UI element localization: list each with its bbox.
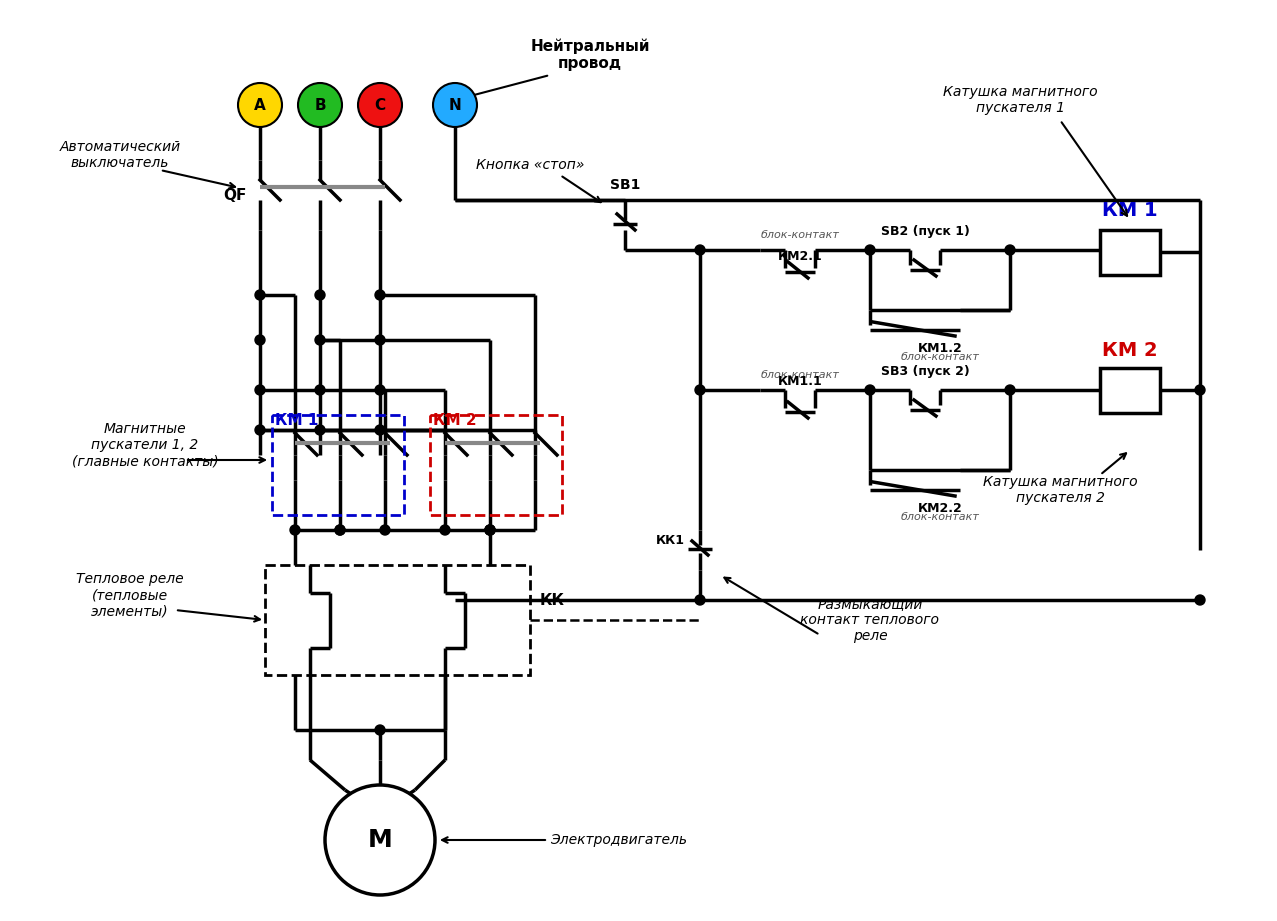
Text: Электродвигатель: Электродвигатель (550, 833, 687, 847)
Text: B: B (314, 98, 326, 112)
Text: КМ 2: КМ 2 (433, 413, 476, 428)
Circle shape (695, 245, 705, 255)
Text: КМ2.2: КМ2.2 (918, 502, 963, 515)
Circle shape (335, 525, 345, 535)
Circle shape (865, 245, 875, 255)
Circle shape (326, 785, 435, 895)
Text: М: М (368, 828, 392, 852)
Text: блок-контакт: блок-контакт (900, 352, 979, 362)
Circle shape (375, 385, 384, 395)
Text: SB2 (пуск 1): SB2 (пуск 1) (881, 225, 969, 238)
Circle shape (315, 335, 326, 345)
Circle shape (1195, 595, 1205, 605)
Circle shape (1195, 385, 1205, 395)
Text: Тепловое реле
(тепловые
элементы): Тепловое реле (тепловые элементы) (77, 572, 184, 618)
Circle shape (315, 425, 326, 435)
Text: Размыкающий
контакт теплового
реле: Размыкающий контакт теплового реле (801, 597, 940, 643)
Circle shape (238, 83, 282, 127)
Circle shape (335, 525, 345, 535)
Circle shape (695, 385, 705, 395)
Text: Магнитные
пускатели 1, 2
(главные контакты): Магнитные пускатели 1, 2 (главные контак… (72, 422, 218, 468)
Text: Катушка магнитного
пускателя 1: Катушка магнитного пускателя 1 (942, 85, 1097, 115)
Circle shape (485, 525, 495, 535)
Text: КК: КК (540, 592, 564, 608)
Circle shape (375, 725, 384, 735)
Text: КМ 1: КМ 1 (275, 413, 318, 428)
Text: блок-контакт: блок-контакт (761, 230, 839, 240)
Text: N: N (448, 98, 461, 112)
Text: КМ 1: КМ 1 (1102, 201, 1158, 220)
Circle shape (255, 385, 266, 395)
Text: Катушка магнитного
пускателя 2: Катушка магнитного пускателя 2 (983, 475, 1138, 505)
Circle shape (255, 425, 266, 435)
Bar (1099, 230, 1160, 275)
Text: КМ1.2: КМ1.2 (918, 342, 963, 355)
Circle shape (255, 290, 266, 300)
Text: блок-контакт: блок-контакт (761, 370, 839, 380)
Bar (272, 415, 404, 515)
Bar (430, 415, 562, 515)
Text: A: A (254, 98, 266, 112)
Circle shape (441, 525, 450, 535)
Text: КК1: КК1 (656, 533, 684, 546)
Circle shape (375, 335, 384, 345)
Circle shape (381, 525, 389, 535)
Circle shape (1005, 245, 1015, 255)
Circle shape (255, 335, 266, 345)
Text: Автоматический
выключатель: Автоматический выключатель (60, 140, 180, 170)
Text: КМ 2: КМ 2 (1102, 341, 1158, 360)
Circle shape (433, 83, 478, 127)
Bar (266, 565, 530, 675)
Text: SB1: SB1 (610, 178, 640, 192)
Circle shape (358, 83, 402, 127)
Text: блок-контакт: блок-контакт (900, 512, 979, 522)
Circle shape (375, 425, 384, 435)
Text: КМ2.1: КМ2.1 (778, 250, 822, 263)
Circle shape (485, 525, 495, 535)
Text: Нейтральный
провод: Нейтральный провод (530, 39, 650, 72)
Text: QF: QF (223, 188, 246, 203)
Text: C: C (374, 98, 386, 112)
Bar (1099, 368, 1160, 413)
Circle shape (695, 595, 705, 605)
Circle shape (1005, 385, 1015, 395)
Circle shape (298, 83, 342, 127)
Circle shape (865, 385, 875, 395)
Circle shape (315, 290, 326, 300)
Circle shape (290, 525, 300, 535)
Circle shape (485, 525, 495, 535)
Text: КМ1.1: КМ1.1 (778, 375, 822, 388)
Text: SB3 (пуск 2): SB3 (пуск 2) (881, 365, 969, 378)
Circle shape (375, 290, 384, 300)
Circle shape (315, 385, 326, 395)
Text: Кнопка «стоп»: Кнопка «стоп» (476, 158, 585, 172)
